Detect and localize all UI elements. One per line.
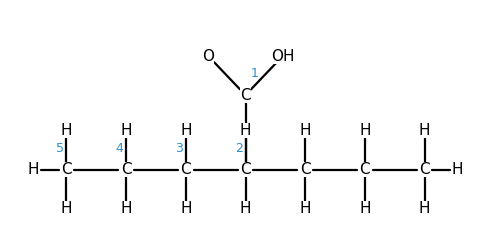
Text: C: C	[359, 162, 370, 177]
Text: H: H	[120, 124, 132, 139]
Text: O: O	[202, 49, 215, 64]
Text: C: C	[121, 162, 132, 177]
Text: H: H	[300, 201, 311, 216]
Text: C: C	[300, 162, 310, 177]
Text: C: C	[181, 162, 191, 177]
Text: C: C	[61, 162, 72, 177]
Text: H: H	[419, 124, 431, 139]
Text: H: H	[452, 162, 463, 177]
Text: 3: 3	[175, 142, 184, 155]
Text: C: C	[419, 162, 430, 177]
Text: H: H	[180, 201, 191, 216]
Text: H: H	[300, 124, 311, 139]
Text: C: C	[240, 162, 251, 177]
Text: 5: 5	[56, 142, 64, 155]
Text: H: H	[359, 124, 371, 139]
Text: 2: 2	[235, 142, 243, 155]
Text: 1: 1	[250, 67, 258, 80]
Text: OH: OH	[271, 49, 294, 64]
Text: H: H	[60, 124, 72, 139]
Text: H: H	[120, 201, 132, 216]
Text: H: H	[60, 201, 72, 216]
Text: H: H	[240, 201, 251, 216]
Text: H: H	[359, 201, 371, 216]
Text: H: H	[240, 124, 251, 139]
Text: H: H	[180, 124, 191, 139]
Text: H: H	[419, 201, 431, 216]
Text: 4: 4	[116, 142, 124, 155]
Text: H: H	[28, 162, 39, 177]
Text: C: C	[240, 88, 251, 103]
